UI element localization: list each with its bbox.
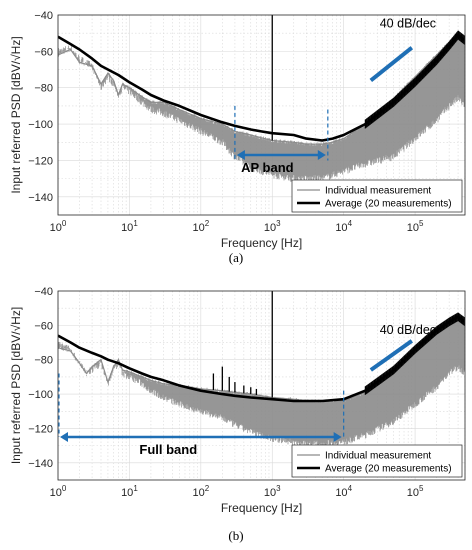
y-tick-label: −80 xyxy=(34,83,53,95)
legend-label-individual: Individual measurement xyxy=(325,451,431,462)
legend: Individual measurement Average (20 measur… xyxy=(291,179,463,213)
y-axis-label: Input referred PSD [dBV/√Hz] xyxy=(9,307,23,464)
slope-line xyxy=(369,339,413,372)
axes-box xyxy=(57,290,466,481)
axes-box xyxy=(57,14,466,216)
x-tick-label: 104 xyxy=(335,219,352,234)
slope-label: 40 dB/dec xyxy=(380,323,436,337)
x-tick-label: 101 xyxy=(121,219,138,234)
x-axis-label: Frequency [Hz] xyxy=(221,501,302,515)
legend: Individual measurement Average (20 measur… xyxy=(291,444,463,478)
y-tick-label: −140 xyxy=(28,458,53,470)
x-tick-label: 105 xyxy=(407,219,424,234)
panel-caption: (a) xyxy=(229,250,243,265)
chart-panel-1: −40 −60 −80 −100 −120 −140 100 101 102 103 104 105 F… xyxy=(9,10,466,265)
y-tick-label: −40 xyxy=(34,286,53,298)
panel-caption: (b) xyxy=(228,528,243,543)
x-tick-label: 105 xyxy=(407,484,424,499)
y-tick-label: −100 xyxy=(28,119,53,131)
y-tick-label: −120 xyxy=(28,155,53,167)
y-axis-label: Input referred PSD [dBV/√Hz] xyxy=(9,36,23,193)
series-average-band xyxy=(364,30,465,129)
x-tick-label: 100 xyxy=(50,484,67,499)
band-arrow-head-right xyxy=(317,150,326,160)
series-average-band xyxy=(364,312,465,395)
x-tick-label: 101 xyxy=(121,484,138,499)
band-arrow-head-right xyxy=(333,432,342,443)
slope-line xyxy=(369,46,414,83)
legend-label-average: Average (20 measurements) xyxy=(325,199,452,210)
y-tick-label: −60 xyxy=(34,320,53,332)
band-label: AP band xyxy=(241,160,294,175)
x-tick-label: 103 xyxy=(264,484,281,499)
chart-panel-2: −40 −60 −80 −100 −120 −140 100 101 102 103 104 105 F… xyxy=(9,286,466,543)
band-arrow-head-left xyxy=(60,432,68,443)
y-tick-label: −140 xyxy=(28,192,53,204)
legend-label-average: Average (20 measurements) xyxy=(325,464,452,475)
x-tick-label: 102 xyxy=(192,219,209,234)
band-arrow-head-left xyxy=(236,150,245,160)
x-tick-label: 102 xyxy=(192,484,209,499)
legend-box xyxy=(291,179,463,213)
x-axis-label: Frequency [Hz] xyxy=(221,236,302,250)
y-tick-label: −40 xyxy=(34,10,53,22)
band-label: Full band xyxy=(139,442,197,457)
x-tick-label: 103 xyxy=(264,219,281,234)
x-tick-label: 100 xyxy=(50,219,67,234)
legend-label-individual: Individual measurement xyxy=(325,186,431,197)
y-tick-label: −80 xyxy=(34,355,53,367)
legend-box xyxy=(291,444,463,478)
y-tick-label: −100 xyxy=(28,389,53,401)
slope-label: 40 dB/dec xyxy=(380,17,436,31)
plot-area xyxy=(58,291,465,448)
y-tick-label: −60 xyxy=(34,46,53,58)
y-tick-label: −120 xyxy=(28,423,53,435)
x-tick-label: 104 xyxy=(335,484,352,499)
